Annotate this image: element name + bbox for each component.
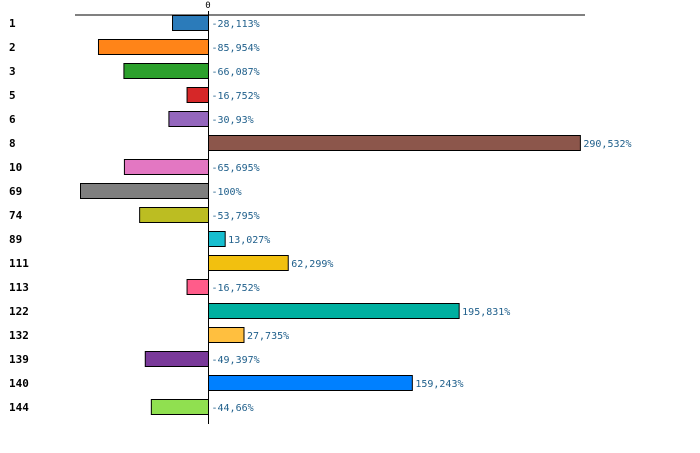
category-label: 2 (9, 41, 16, 54)
value-label: 13,027% (228, 235, 270, 246)
bar (208, 231, 226, 247)
value-label: -53,795% (212, 211, 260, 222)
bar (172, 15, 210, 31)
category-label: 132 (9, 329, 29, 342)
bar (186, 87, 209, 103)
value-label: 62,299% (291, 259, 333, 270)
category-label: 111 (9, 257, 29, 270)
value-label: 159,243% (415, 379, 463, 390)
bar (123, 63, 209, 79)
value-label: -65,695% (212, 163, 260, 174)
bar (139, 207, 209, 223)
value-label: 195,831% (462, 307, 510, 318)
bar (123, 159, 209, 175)
bar (150, 399, 210, 415)
value-label: -85,954% (212, 43, 260, 54)
bar (208, 327, 245, 343)
bars-layer: 1 -28,113% 2 -85,954% 3 -66,087% 5 -16,752% 6 -30… (9, 15, 632, 415)
bar (208, 375, 413, 391)
category-label: 8 (9, 137, 16, 150)
value-label: -66,087% (212, 67, 260, 78)
category-label: 5 (9, 89, 16, 102)
category-label: 10 (9, 161, 22, 174)
bar (80, 183, 209, 199)
category-label: 89 (9, 233, 22, 246)
category-label: 140 (9, 377, 29, 390)
category-label: 122 (9, 305, 29, 318)
category-label: 69 (9, 185, 22, 198)
value-label: -44,66% (212, 403, 254, 414)
value-label: -30,93% (212, 115, 254, 126)
category-label: 139 (9, 353, 29, 366)
value-label: -16,752% (212, 283, 260, 294)
category-label: 74 (9, 209, 23, 222)
category-label: 144 (9, 401, 29, 414)
value-label: 290,532% (583, 139, 631, 150)
zero-tick-label: 0 (205, 1, 210, 11)
bar (144, 351, 209, 367)
value-label: 27,735% (247, 331, 289, 342)
bar (186, 279, 209, 295)
bar (168, 111, 210, 127)
value-label: -100% (212, 187, 242, 198)
bar (208, 255, 289, 271)
value-label: -28,113% (212, 19, 260, 30)
value-label: -49,397% (212, 355, 260, 366)
category-label: 6 (9, 113, 16, 126)
bar (208, 303, 460, 319)
bar (208, 135, 581, 151)
category-label: 113 (9, 281, 29, 294)
bar (97, 39, 209, 55)
value-label: -16,752% (212, 91, 260, 102)
category-label: 3 (9, 65, 16, 78)
category-label: 1 (9, 17, 16, 30)
